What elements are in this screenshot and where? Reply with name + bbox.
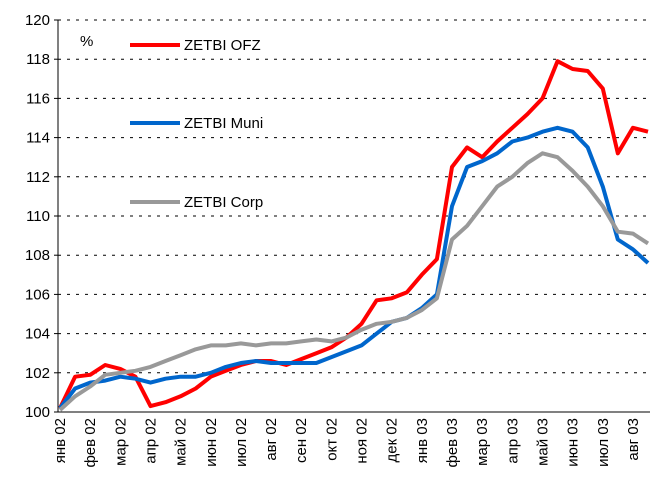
- y-tick-label: 116: [26, 90, 50, 107]
- y-tick-label: 112: [26, 169, 50, 186]
- x-tick-label: июн 02: [203, 418, 220, 467]
- x-tick-label: сен 02: [293, 418, 310, 463]
- legend-label: ZETBI OFZ: [184, 37, 261, 54]
- y-tick-label: 100: [25, 404, 50, 421]
- unit-label: %: [80, 33, 93, 50]
- x-tick-label: авг 03: [625, 418, 642, 461]
- x-tick-label: апр 02: [142, 418, 159, 464]
- x-tick-label: июл 03: [595, 418, 612, 467]
- x-tick-label: янв 02: [52, 418, 69, 463]
- x-tick-label: дек 02: [384, 418, 401, 463]
- x-tick-label: фев 02: [82, 418, 99, 468]
- x-tick-label: май 03: [534, 418, 551, 466]
- x-tick-label: мар 03: [474, 418, 491, 466]
- x-tick-label: авг 02: [263, 418, 280, 461]
- x-tick-label: апр 03: [504, 418, 521, 464]
- x-tick-label: май 02: [173, 418, 190, 466]
- y-tick-label: 106: [25, 286, 50, 303]
- y-tick-label: 108: [25, 247, 50, 264]
- series-line: [58, 151, 650, 412]
- y-tick-label: 104: [25, 326, 50, 343]
- x-tick-label: окт 02: [323, 418, 340, 461]
- x-tick-label: фев 03: [444, 418, 461, 468]
- x-tick-label: мар 02: [112, 418, 129, 466]
- x-tick-label: июл 02: [233, 418, 250, 467]
- y-tick-label: 120: [25, 12, 50, 29]
- x-tick-label: ноя 02: [354, 418, 371, 464]
- legend-label: ZETBI Muni: [184, 115, 263, 132]
- y-tick-label: 118: [26, 51, 50, 68]
- x-tick-label: янв 03: [414, 418, 431, 463]
- legend-label: ZETBI Corp: [184, 194, 263, 211]
- y-tick-label: 114: [26, 130, 50, 147]
- y-tick-label: 102: [25, 365, 50, 382]
- series-line: [58, 59, 649, 409]
- y-tick-label: 110: [26, 208, 50, 225]
- series-line: [58, 125, 650, 410]
- x-tick-label: июн 03: [565, 418, 582, 467]
